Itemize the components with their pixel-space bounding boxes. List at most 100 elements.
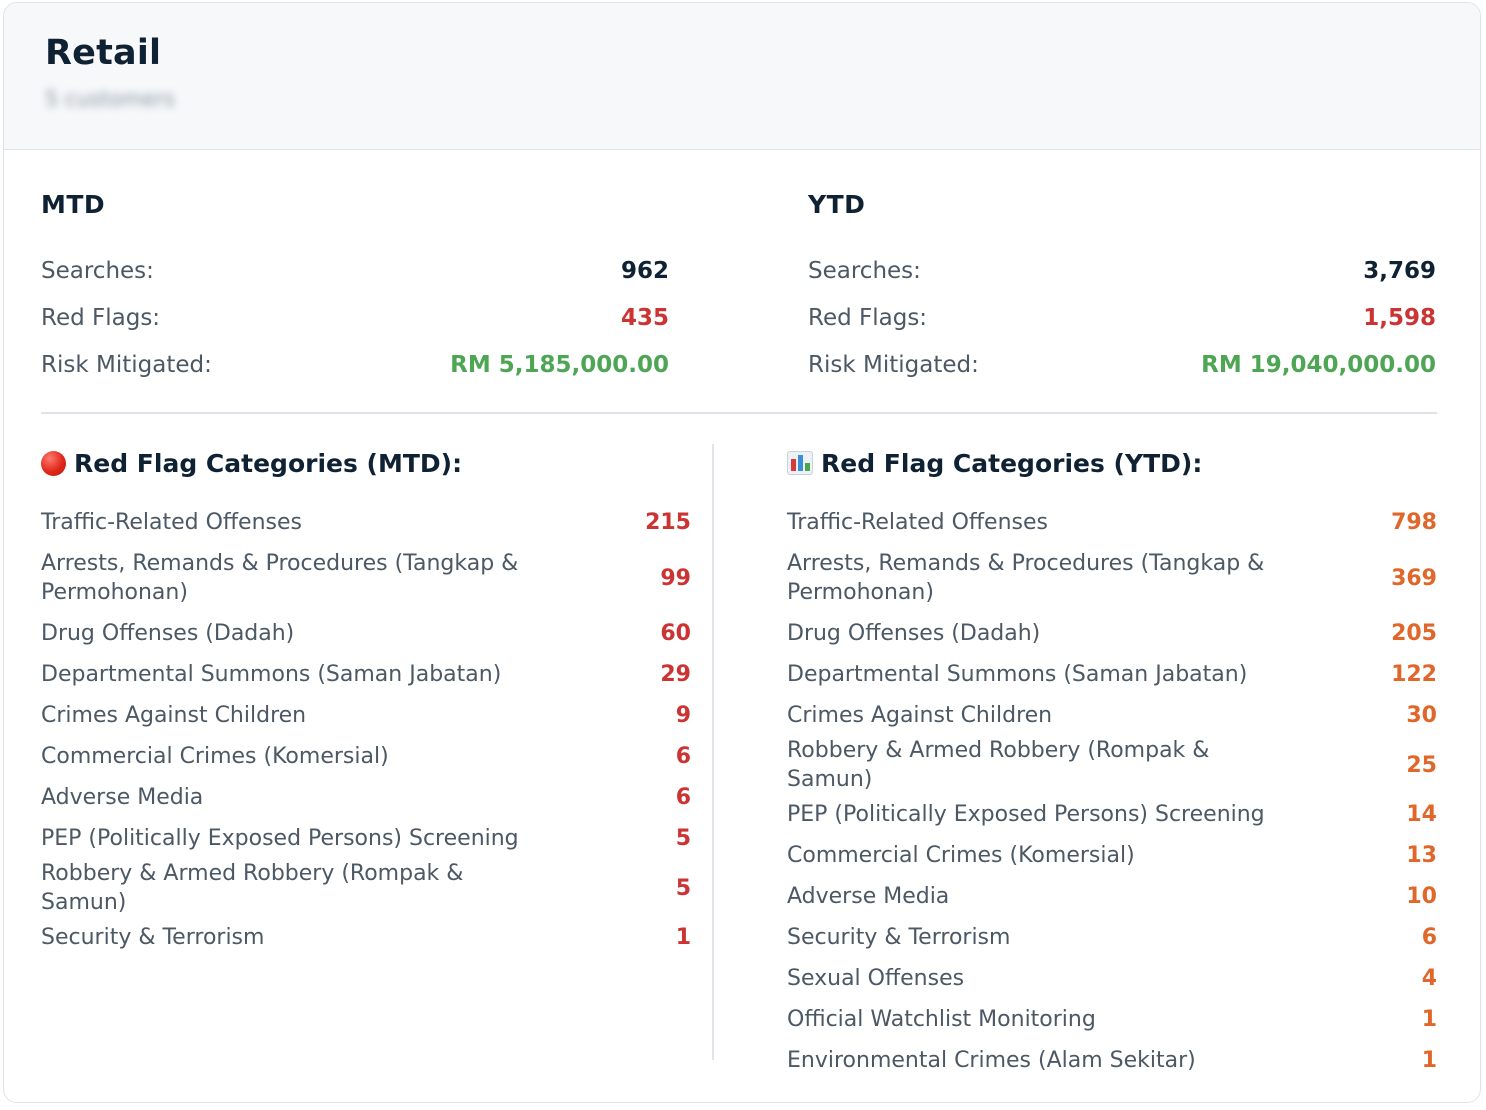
mtd-category-list: Traffic-Related Offenses 215 Arrests, Rema… [41,502,691,958]
category-row: Official Watchlist Monitoring 1 [787,999,1437,1040]
column-divider [712,444,714,1060]
category-label: Commercial Crimes (Komersial) [787,843,1135,868]
category-label: Departmental Summons (Saman Jabatan) [787,662,1248,687]
ytd-risk-value: RM 19,040,000.00 [1201,351,1436,378]
category-count: 10 [1406,884,1437,909]
category-row: PEP (Politically Exposed Persons) Screen… [787,794,1437,835]
stat-label: Searches: [41,257,154,284]
bar-chart-icon [787,451,813,475]
ytd-categories: Red Flag Categories (YTD): Traffic-Relat… [787,446,1437,1081]
category-label: PEP (Politically Exposed Persons) Screen… [787,802,1265,827]
mtd-red-flags-row: Red Flags: 435 [41,294,669,341]
category-count: 1 [675,925,691,950]
mtd-searches-value: 962 [620,257,669,284]
category-label: Arrests, Remands & Procedures (Tangkap &… [41,551,519,605]
ytd-category-list: Traffic-Related Offenses 798 Arrests, Rema… [787,502,1437,1081]
mtd-categories: Red Flag Categories (MTD): Traffic-Relat… [41,446,691,958]
category-label: Drug Offenses (Dadah) [787,621,1041,646]
ytd-title: YTD [808,190,866,219]
category-count: 5 [675,826,691,851]
category-row: Departmental Summons (Saman Jabatan) 122 [787,654,1437,695]
category-count: 122 [1391,662,1437,687]
category-count: 1 [1421,1048,1437,1073]
category-row: Crimes Against Children 9 [41,695,691,736]
ytd-red-flags-row: Red Flags: 1,598 [808,294,1436,341]
category-row: Crimes Against Children 30 [787,695,1437,736]
category-row: Arrests, Remands & Procedures (Tangkap &… [41,543,691,613]
category-label: Drug Offenses (Dadah) [41,621,295,646]
category-row: Traffic-Related Offenses 215 [41,502,691,543]
category-row: Traffic-Related Offenses 798 [787,502,1437,543]
mtd-summary: MTD Searches: 962 Red Flags: 435 Risk Mi… [41,190,669,388]
category-count: 9 [675,703,691,728]
mtd-categories-title: Red Flag Categories (MTD): [41,446,691,480]
category-label: Arrests, Remands & Procedures (Tangkap &… [787,551,1265,605]
category-count: 6 [675,785,691,810]
category-label: Crimes Against Children [787,703,1053,728]
category-count: 215 [645,510,691,535]
category-count: 13 [1406,843,1437,868]
category-count: 798 [1391,510,1437,535]
category-count: 14 [1406,802,1437,827]
stat-label: Risk Mitigated: [41,351,212,378]
stat-label: Red Flags: [41,304,161,331]
card-header: Retail 5 customers [4,3,1480,150]
mtd-red-flags-value: 435 [620,304,669,331]
category-count: 25 [1406,752,1437,778]
category-label: Adverse Media [787,884,950,909]
ytd-risk-row: Risk Mitigated: RM 19,040,000.00 [808,341,1436,388]
category-label: Traffic-Related Offenses [41,510,302,535]
category-count: 6 [675,744,691,769]
category-row: Adverse Media 6 [41,777,691,818]
category-row: Drug Offenses (Dadah) 60 [41,613,691,654]
section-divider [41,412,1437,414]
category-row: Adverse Media 10 [787,876,1437,917]
category-row: Commercial Crimes (Komersial) 6 [41,736,691,777]
category-count: 369 [1391,565,1437,591]
stat-label: Red Flags: [808,304,928,331]
mtd-searches-row: Searches: 962 [41,247,669,294]
ytd-categories-title-text: Red Flag Categories (YTD): [821,448,1203,478]
category-row: Security & Terrorism 1 [41,917,691,958]
category-row: Drug Offenses (Dadah) 205 [787,613,1437,654]
category-row: Commercial Crimes (Komersial) 13 [787,835,1437,876]
retail-summary-card: Retail 5 customers [3,2,1481,1103]
category-count: 99 [660,565,691,591]
category-count: 30 [1406,703,1437,728]
mtd-title: MTD [41,190,106,219]
ytd-summary: YTD Searches: 3,769 Red Flags: 1,598 Ris… [808,190,1436,388]
category-label: Departmental Summons (Saman Jabatan) [41,662,502,687]
stat-label: Searches: [808,257,921,284]
category-row: Departmental Summons (Saman Jabatan) 29 [41,654,691,695]
card-title: Retail [45,33,162,73]
mtd-categories-title-text: Red Flag Categories (MTD): [74,448,463,478]
category-label: Robbery & Armed Robbery (Rompak & Samun) [41,861,464,915]
category-label: Security & Terrorism [41,925,265,950]
category-row: Arrests, Remands & Procedures (Tangkap &… [787,543,1437,613]
category-row: Robbery & Armed Robbery (Rompak & Samun)… [41,859,691,917]
category-count: 205 [1391,621,1437,646]
category-count: 1 [1421,1007,1437,1032]
ytd-red-flags-value: 1,598 [1363,304,1436,331]
ytd-categories-title: Red Flag Categories (YTD): [787,446,1437,480]
card-subtitle: 5 customers [45,87,175,111]
category-label: Sexual Offenses [787,966,965,991]
category-row: Sexual Offenses 4 [787,958,1437,999]
red-circle-icon [41,450,66,476]
category-count: 5 [675,875,691,901]
category-label: Adverse Media [41,785,204,810]
category-row: Robbery & Armed Robbery (Rompak & Samun)… [787,736,1437,794]
mtd-risk-value: RM 5,185,000.00 [450,351,669,378]
category-count: 4 [1421,966,1437,991]
category-label: PEP (Politically Exposed Persons) Screen… [41,826,519,851]
category-label: Security & Terrorism [787,925,1011,950]
category-label: Traffic-Related Offenses [787,510,1048,535]
mtd-risk-row: Risk Mitigated: RM 5,185,000.00 [41,341,669,388]
category-row: Security & Terrorism 6 [787,917,1437,958]
category-row: PEP (Politically Exposed Persons) Screen… [41,818,691,859]
category-label: Environmental Crimes (Alam Sekitar) [787,1048,1196,1073]
category-label: Crimes Against Children [41,703,307,728]
category-label: Official Watchlist Monitoring [787,1007,1096,1032]
category-count: 60 [660,621,691,646]
ytd-searches-row: Searches: 3,769 [808,247,1436,294]
